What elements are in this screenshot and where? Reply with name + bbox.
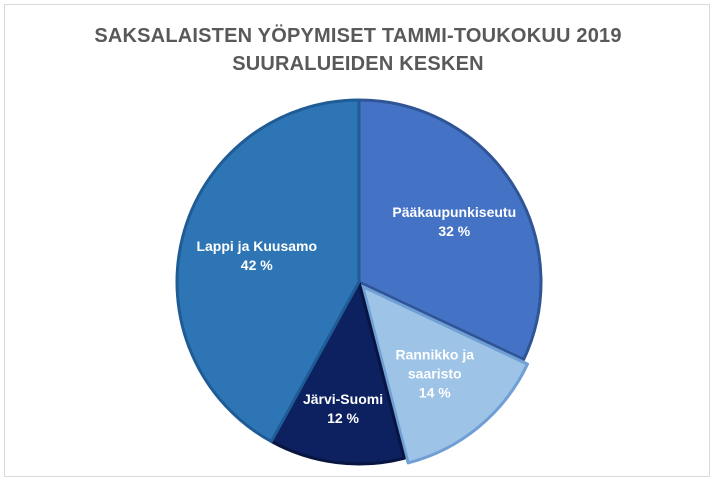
pie-slice-label-1: Rannikko ja saaristo 14 % bbox=[395, 347, 474, 401]
pie-slice-3 bbox=[175, 98, 361, 443]
pie-slice-value: 32 % bbox=[438, 223, 470, 239]
chart-title-line-2: SUURALUEIDEN KESKEN bbox=[232, 53, 484, 75]
pie-slice-name: Järvi-Suomi bbox=[303, 391, 383, 407]
pie-slice-0 bbox=[357, 98, 543, 361]
pie-slice-value: 14 % bbox=[419, 385, 451, 401]
pie-slice-1 bbox=[361, 285, 530, 465]
pie-slice-label-0: Pääkaupunkiseutu 32 % bbox=[392, 204, 516, 239]
pie-slice-value: 42 % bbox=[241, 257, 273, 273]
pie-slice-name: Pääkaupunkiseutu bbox=[392, 204, 516, 220]
pie-slice-name: Lappi ja Kuusamo bbox=[196, 238, 317, 254]
pie-slice-2 bbox=[269, 280, 406, 466]
chart-title-line-1: SAKSALAISTEN YÖPYMISET TAMMI-TOUKOKUU 20… bbox=[94, 25, 622, 47]
pie-slice-label-2: Järvi-Suomi 12 % bbox=[303, 391, 383, 426]
pie-slice-name: Rannikko ja bbox=[395, 347, 474, 363]
pie-slice-label-3: Lappi ja Kuusamo 42 % bbox=[196, 238, 317, 273]
pie-slice-value: 12 % bbox=[327, 410, 359, 426]
pie-slice-name: saaristo bbox=[408, 366, 462, 382]
chart-title: SAKSALAISTEN YÖPYMISET TAMMI-TOUKOKUU 20… bbox=[0, 22, 716, 78]
